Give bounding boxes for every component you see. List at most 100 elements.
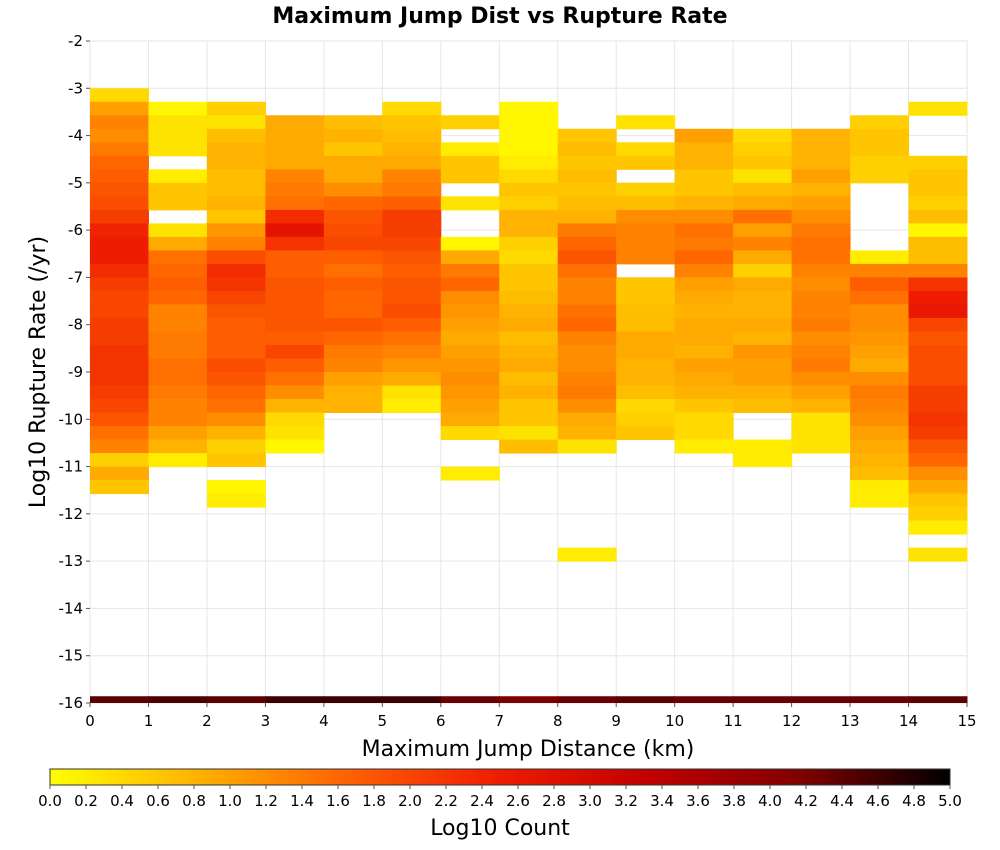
heatmap-cell [206, 385, 266, 400]
heatmap-cell [616, 412, 676, 427]
heatmap-cell [323, 196, 383, 211]
heatmap-cell [850, 169, 910, 184]
heatmap-cell [674, 196, 734, 211]
x-tick-label: 14 [899, 712, 918, 730]
heatmap-cell [382, 250, 442, 265]
colorbar-tick-label: 0.6 [146, 792, 170, 810]
heatmap-cell [90, 453, 149, 468]
bottom-band [90, 696, 968, 703]
heatmap-cell [440, 142, 500, 157]
bottom-band-cell [206, 696, 266, 703]
bottom-band-cell [733, 696, 793, 703]
heatmap-cell [791, 155, 851, 170]
heatmap-cell [616, 196, 676, 211]
heatmap-cell [148, 290, 208, 305]
heatmap-cell [557, 304, 617, 319]
heatmap-cell [674, 439, 734, 454]
heatmap-cell [148, 317, 208, 332]
heatmap-cell [908, 344, 968, 359]
heatmap-cell [206, 493, 266, 508]
heatmap-cell [908, 182, 968, 197]
heatmap-cell [265, 182, 325, 197]
y-tick-label: -10 [59, 410, 84, 428]
heatmap-cell [499, 196, 559, 211]
heatmap-cell [148, 385, 208, 400]
heatmap-cell [908, 290, 968, 305]
heatmap-cell [90, 385, 149, 400]
heatmap-cell [90, 263, 149, 278]
heatmap-cell [265, 169, 325, 184]
bottom-band-cell [499, 696, 559, 703]
heatmap-cell [674, 155, 734, 170]
heatmap-cell [908, 263, 968, 278]
heatmap-cell [733, 277, 793, 292]
heatmap-cell [908, 155, 968, 170]
colorbar-tick-label: 0.4 [110, 792, 134, 810]
heatmap-cell [850, 385, 910, 400]
heatmap-cell [557, 182, 617, 197]
heatmap-cell [323, 317, 383, 332]
heatmap-cell [733, 196, 793, 211]
heatmap-cell [90, 304, 149, 319]
heatmap-cell [733, 236, 793, 251]
heatmap-cell [90, 412, 149, 427]
heatmap-cell [791, 358, 851, 373]
heatmap-cell [850, 317, 910, 332]
heatmap-cell [382, 101, 442, 116]
heatmap-cell [499, 426, 559, 441]
heatmap-cell [733, 331, 793, 346]
heatmap-cell [791, 196, 851, 211]
heatmap-cell [791, 439, 851, 454]
heatmap-cell [557, 128, 617, 143]
heatmap-cell [323, 250, 383, 265]
heatmap-cell [733, 209, 793, 224]
heatmap-cell [499, 304, 559, 319]
heatmap-cell [791, 426, 851, 441]
heatmap-cell [440, 155, 500, 170]
heatmap-cell [791, 290, 851, 305]
heatmap-cell [499, 128, 559, 143]
heatmap-cell [557, 358, 617, 373]
x-tick-label: 15 [957, 712, 976, 730]
heatmap-cell [382, 385, 442, 400]
heatmap-cell [850, 453, 910, 468]
heatmap-cell [440, 196, 500, 211]
heatmap-cell [616, 426, 676, 441]
heatmap-cell [206, 169, 266, 184]
heatmap-cell [616, 371, 676, 386]
heatmap-cell [323, 128, 383, 143]
colorbar-tick-label: 1.2 [254, 792, 278, 810]
heatmap-cell [206, 263, 266, 278]
heatmap-cell [382, 196, 442, 211]
bottom-band-cell [908, 696, 968, 703]
heatmap-cell [908, 236, 968, 251]
heatmap-cell [90, 426, 149, 441]
bottom-band-cell [791, 696, 851, 703]
x-tick-label: 3 [261, 712, 271, 730]
heatmap-cell [148, 358, 208, 373]
heatmap-cell [908, 453, 968, 468]
heatmap-cell [557, 169, 617, 184]
heatmap-cell [908, 317, 968, 332]
heatmap-cell [674, 128, 734, 143]
heatmap-cell [499, 317, 559, 332]
heatmap-cell [499, 101, 559, 116]
heatmap-cell [206, 277, 266, 292]
heatmap-cell [440, 304, 500, 319]
heatmap-cell [908, 250, 968, 265]
y-tick-label: -11 [59, 458, 84, 476]
x-axis-ticks: 0 1 2 3 4 5 6 7 8 9 10 11 12 13 14 15 [85, 703, 977, 730]
colorbar-ticks: 0.0 0.2 0.4 0.6 0.8 1.0 1.2 1.4 1.6 1.8 2.0 2.2 2.4 2… [38, 785, 962, 810]
heatmap-cell [908, 480, 968, 495]
heatmap-cell [440, 344, 500, 359]
heatmap-cell [850, 263, 910, 278]
heatmap-cell [90, 223, 149, 238]
colorbar-tick-label: 0.2 [74, 792, 98, 810]
colorbar-tick-label: 4.4 [830, 792, 854, 810]
heatmap-cell [382, 223, 442, 238]
heatmap-cell [616, 398, 676, 413]
heatmap-cell [733, 399, 793, 414]
bottom-band-cell [148, 696, 208, 703]
heatmap-cell [850, 331, 910, 346]
heatmap-cell [674, 399, 734, 414]
